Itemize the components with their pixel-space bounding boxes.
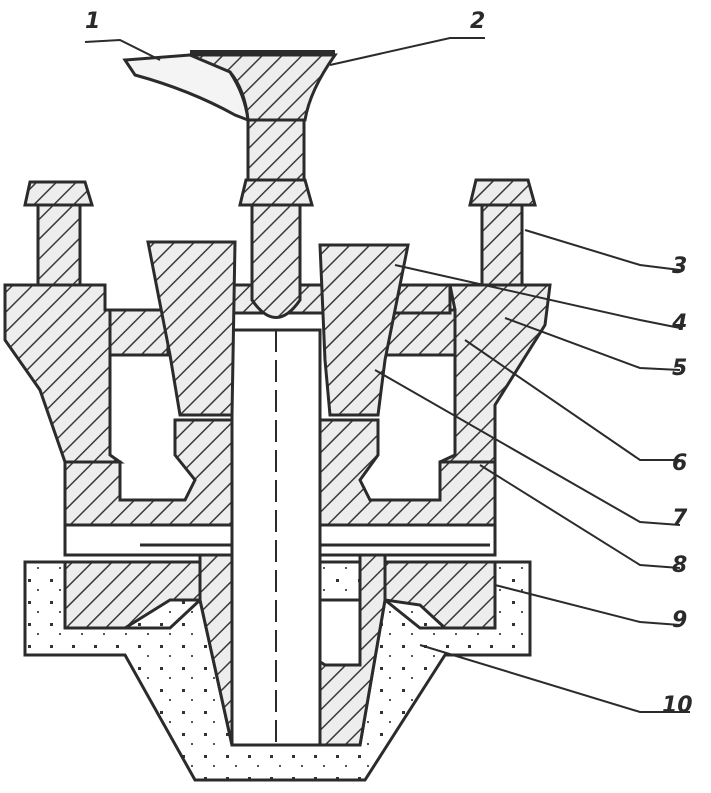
label-2: 2: [470, 9, 485, 34]
part-1-ladle: [122, 53, 250, 123]
part-3-right-pin: [480, 203, 524, 287]
right-pin-head: [468, 178, 537, 207]
part-6-right-riser: [318, 243, 410, 417]
label-8: 8: [672, 553, 687, 578]
part-8-lower-block-right: [318, 418, 497, 527]
part-8-lower-block: [63, 418, 234, 527]
label-5: 5: [672, 356, 687, 381]
leader-lines: [84, 37, 690, 713]
part-7-left-riser: [146, 240, 237, 417]
center-core: [230, 328, 322, 747]
label-4: 4: [671, 311, 687, 336]
label-1: 1: [85, 9, 100, 34]
center-pin-collar: [238, 178, 314, 207]
label-9: 9: [672, 608, 687, 633]
label-6: 6: [672, 451, 687, 476]
center-pin-neck: [246, 118, 306, 182]
left-outer-block: [3, 283, 125, 464]
left-pin-head: [23, 180, 95, 207]
right-cross-plate: [383, 308, 457, 357]
label-3: 3: [672, 254, 687, 279]
label-10: 10: [662, 693, 693, 718]
left-cross-plate: [108, 308, 170, 357]
left-pin: [36, 203, 82, 287]
part-4-center-pin: [250, 203, 302, 319]
label-7: 7: [672, 506, 688, 531]
right-outer-block: [439, 283, 552, 464]
